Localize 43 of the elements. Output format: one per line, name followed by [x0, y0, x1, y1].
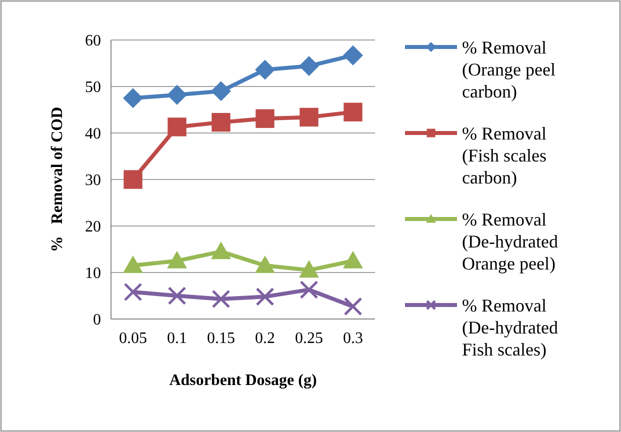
y-tick-label: 50 — [85, 79, 101, 96]
point — [123, 88, 143, 108]
x-tick-label: 0.2 — [255, 330, 275, 347]
point — [343, 250, 363, 268]
legend-label: % Removal (De-hydrated Fish scales) — [462, 295, 558, 360]
x-tick-label: 0.05 — [119, 330, 147, 347]
y-tick-label: 20 — [85, 218, 101, 236]
point — [255, 60, 275, 80]
y-tick-label: 40 — [85, 126, 101, 143]
y-tick-label: 10 — [85, 265, 101, 282]
x-tick-label: 0.25 — [295, 330, 323, 347]
point — [167, 84, 187, 105]
point — [300, 280, 318, 299]
point — [168, 118, 186, 136]
point — [300, 108, 318, 127]
point — [344, 102, 362, 122]
point — [168, 286, 186, 305]
legend-label: % Removal (De-hydrated Orange peel) — [462, 209, 558, 274]
point — [124, 170, 142, 189]
point — [255, 256, 275, 274]
y-tick-label: 60 — [85, 32, 101, 50]
point — [344, 297, 362, 316]
x-tick-label: 0.3 — [343, 330, 363, 347]
y-tick-label: 0 — [93, 312, 101, 329]
point — [299, 56, 319, 76]
point — [256, 109, 274, 128]
point — [212, 290, 230, 308]
point — [299, 260, 319, 278]
point — [211, 81, 231, 102]
point — [256, 287, 274, 306]
point — [123, 256, 143, 274]
point — [124, 282, 142, 302]
point — [212, 112, 230, 132]
x-tick-label: 0.1 — [167, 330, 187, 347]
x-tick-label: 0.15 — [207, 330, 235, 347]
y-axis-title: % Removal of COD — [49, 106, 66, 252]
legend-label: % Removal (Fish scales carbon) — [462, 123, 546, 188]
point — [211, 242, 231, 260]
point — [167, 250, 187, 268]
legend-label: % Removal (Orange peel carbon) — [462, 37, 556, 102]
y-tick-label: 30 — [85, 172, 101, 190]
x-axis-title: Adsorbent Dosage (g) — [169, 372, 317, 389]
point — [343, 45, 363, 66]
